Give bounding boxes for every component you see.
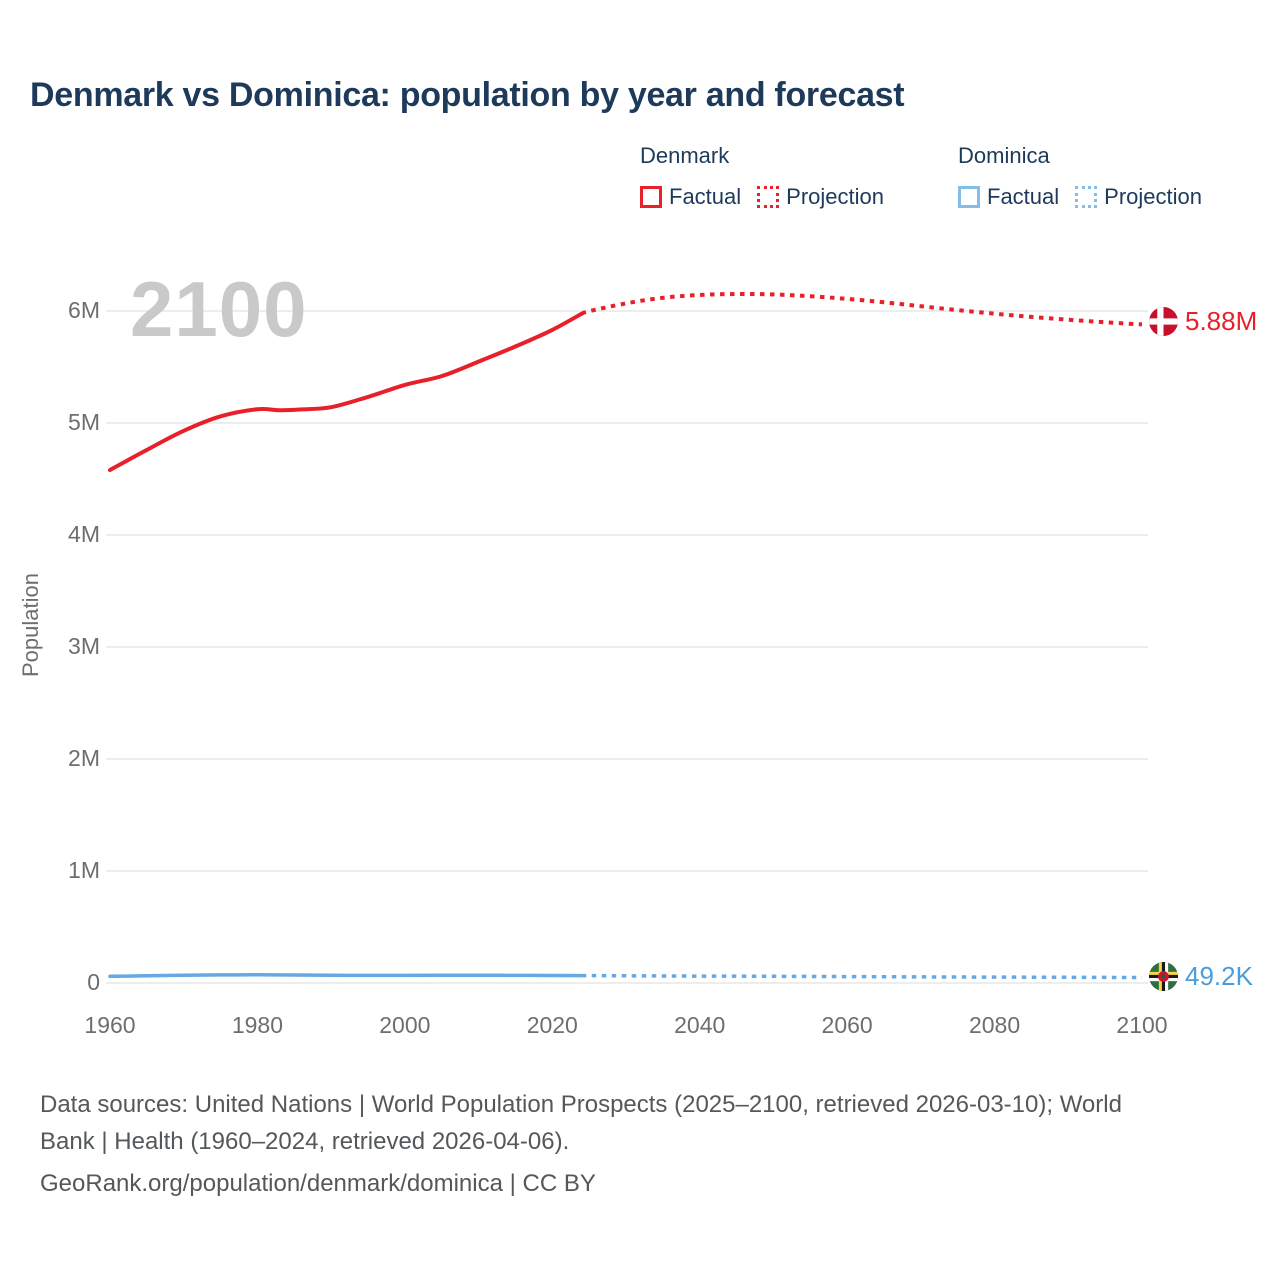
x-tick-label: 2020: [526, 1012, 578, 1038]
denmark-end-value: 5.88M: [1185, 306, 1258, 336]
footer-sources: Data sources: United Nations | World Pop…: [40, 1086, 1230, 1160]
x-tick-label: 2000: [379, 1012, 431, 1038]
watermark-forecast-year: 2100: [130, 265, 308, 353]
footer-sources-line2: Bank | Health (1960–2024, retrieved 2026…: [40, 1128, 570, 1155]
y-tick-label: 2M: [68, 745, 100, 771]
series-line-dominica-projection: [581, 973, 1143, 980]
legend-group-dominica: Factual Projection: [958, 184, 1202, 210]
end-label-denmark: 5.88M: [1149, 306, 1257, 337]
series-line-denmark-factual: [108, 311, 584, 472]
y-axis-title: Population: [18, 573, 43, 677]
x-tick-label: 2040: [674, 1012, 726, 1038]
denmark-flag-icon: [1149, 307, 1178, 336]
x-tick-label: 1960: [84, 1012, 136, 1038]
chart-area: 2100 Population 0 1M 2M 3M 4M 5M 6M 1960 1980 200…: [18, 265, 1168, 1038]
x-tick-label: 2100: [1116, 1012, 1168, 1038]
denmark-factual-swatch-icon: [640, 186, 662, 208]
footer: Data sources: United Nations | World Pop…: [40, 1086, 1230, 1202]
legend-item-label: Factual: [987, 184, 1060, 209]
legend-item-denmark-factual[interactable]: Factual: [640, 184, 741, 210]
x-tick-label: 2080: [968, 1012, 1021, 1038]
legend-item-dominica-factual[interactable]: Factual: [958, 184, 1059, 210]
dominica-factual-swatch-icon: [958, 186, 980, 208]
series-line-denmark-projection: [581, 291, 1143, 327]
dominica-flag-icon: [1149, 962, 1178, 991]
y-tick-label: 5M: [68, 409, 100, 435]
y-tick-label: 3M: [68, 633, 100, 659]
series-line-dominica-factual: [108, 973, 584, 979]
y-tick-label: 6M: [68, 297, 100, 323]
legend-item-dominica-projection[interactable]: Projection: [1075, 184, 1202, 210]
dominica-end-value: 49.2K: [1185, 961, 1253, 991]
plot-svg: [106, 291, 1148, 984]
legend-group-denmark: Factual Projection: [640, 184, 884, 210]
legend-item-label: Factual: [669, 184, 742, 209]
legend-header-denmark: Denmark: [640, 143, 730, 168]
legend-item-label: Projection: [1104, 184, 1202, 209]
x-tick-label: 2060: [821, 1012, 873, 1038]
y-tick-label: 0: [87, 969, 100, 995]
legend-item-denmark-projection[interactable]: Projection: [757, 184, 884, 210]
dominica-projection-swatch-icon: [1075, 186, 1098, 208]
y-tick-label: 1M: [68, 857, 100, 883]
end-label-dominica: 49.2K: [1149, 961, 1253, 992]
y-tick-label: 4M: [68, 521, 100, 547]
x-tick-label: 1980: [231, 1012, 283, 1038]
page-title: Denmark vs Dominica: population by year …: [30, 76, 905, 114]
denmark-projection-swatch-icon: [757, 186, 780, 208]
footer-attribution: GeoRank.org/population/denmark/dominica …: [40, 1170, 596, 1197]
legend-item-label: Projection: [786, 184, 884, 209]
footer-sources-line1: Data sources: United Nations | World Pop…: [40, 1091, 1122, 1118]
legend-header-dominica: Dominica: [958, 143, 1050, 168]
